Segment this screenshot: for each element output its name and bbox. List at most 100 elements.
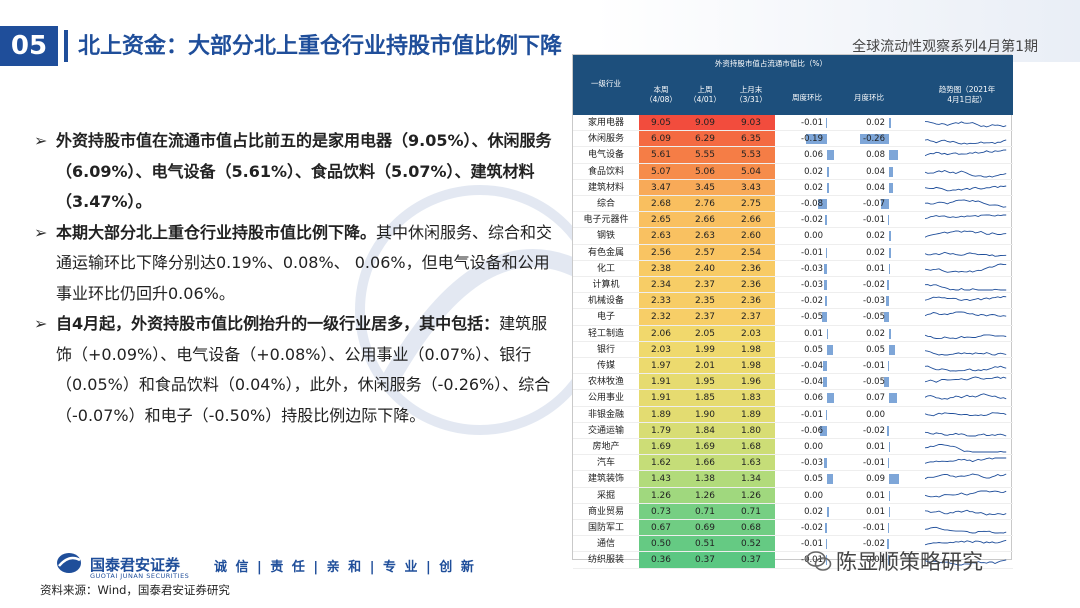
industry-name: 有色金属 xyxy=(587,247,624,258)
mom-value: 0.09 xyxy=(866,474,885,485)
mom-bar xyxy=(889,247,892,258)
mom-bar xyxy=(887,215,889,226)
mom-bar xyxy=(883,377,889,388)
this-week-value: 2.63 xyxy=(639,228,683,244)
table-row: 计算机 2.34 2.37 2.36 -0.03 -0.02 xyxy=(573,277,1013,294)
this-week-value: 1.26 xyxy=(639,487,683,503)
table-row: 国防军工 0.67 0.69 0.68 -0.02 -0.01 xyxy=(573,520,1013,537)
trend-sparkline xyxy=(925,139,1007,145)
industry-name: 公用事业 xyxy=(587,393,624,404)
mom-bar xyxy=(889,150,898,161)
bullet-2: ➢ 本期大部分北上重仓行业持股市值比例下降。其中休闲服务、综合和交通运输环比下降… xyxy=(34,218,554,310)
bullet-2-text: 其中休闲服务、综合和交通运输环比下降分别达0.19%、0.08%、 0.06%，… xyxy=(56,222,553,303)
wow-bar xyxy=(827,150,834,161)
table-row: 休闲服务 6.09 6.29 6.35 -0.19 -0.26 xyxy=(573,131,1013,148)
wow-bar xyxy=(827,344,833,355)
col-wow: 周度环比 xyxy=(792,93,822,102)
last-month-value: 2.60 xyxy=(727,228,775,244)
holdings-table: 外资持股市值占流通市值比（%） 一级行业 本周 （4/08） 上周 （4/01）… xyxy=(572,54,1013,569)
mom-bar xyxy=(887,555,889,566)
mom-value: 0.00 xyxy=(866,409,885,420)
table-row: 综合 2.68 2.76 2.75 -0.08 -0.07 xyxy=(573,196,1013,213)
arrow-icon: ➢ xyxy=(34,314,48,333)
trend-sparkline xyxy=(925,559,1007,566)
wow-value: 0.00 xyxy=(804,490,823,501)
wow-bar xyxy=(822,377,827,388)
trend-sparkline xyxy=(925,311,1007,318)
mom-value: -0.01 xyxy=(863,458,885,469)
industry-name: 休闲服务 xyxy=(587,134,624,145)
mom-bar xyxy=(883,312,889,323)
table-row: 传媒 1.97 2.01 1.98 -0.04 -0.01 xyxy=(573,358,1013,375)
last-month-value: 2.54 xyxy=(727,244,775,260)
last-week-value: 0.71 xyxy=(683,503,727,519)
trend-sparkline xyxy=(925,473,1007,480)
this-week-value: 1.97 xyxy=(639,358,683,374)
trend-sparkline xyxy=(925,230,1007,238)
table-row: 银行 2.03 1.99 1.98 0.05 0.05 xyxy=(573,341,1013,358)
industry-name: 建筑装饰 xyxy=(587,474,624,485)
last-week-value: 5.06 xyxy=(683,163,727,179)
this-week-value: 1.69 xyxy=(639,439,683,455)
col-mom: 月度环比 xyxy=(854,93,884,102)
table-header: 外资持股市值占流通市值比（%） 一级行业 本周 （4/08） 上周 （4/01）… xyxy=(573,55,1013,115)
mom-value: 0.02 xyxy=(866,328,885,339)
this-week-value: 9.05 xyxy=(639,115,683,131)
last-week-value: 2.76 xyxy=(683,196,727,212)
mom-value: -0.02 xyxy=(863,539,885,550)
wow-value: 0.02 xyxy=(804,166,823,177)
wow-value: 0.02 xyxy=(804,182,823,193)
wow-bar xyxy=(824,523,827,533)
this-week-value: 5.07 xyxy=(639,163,683,179)
mom-bar xyxy=(887,361,889,371)
mom-value: 0.02 xyxy=(866,231,885,242)
table-row: 食品饮料 5.07 5.06 5.04 0.02 0.04 xyxy=(573,163,1013,180)
mom-value: 0.02 xyxy=(866,247,885,258)
company-name-en: GUOTAI JUNAN SECURITIES xyxy=(90,572,190,580)
wow-bar xyxy=(806,134,827,145)
trend-sparkline xyxy=(925,431,1007,437)
wow-bar xyxy=(827,182,830,193)
mom-value: 0.01 xyxy=(866,442,885,452)
mom-bar xyxy=(889,490,891,501)
wow-bar xyxy=(825,247,827,258)
this-week-value: 0.36 xyxy=(639,552,683,568)
mom-bar xyxy=(889,263,891,274)
table-row: 电气设备 5.61 5.55 5.53 0.06 0.08 xyxy=(573,147,1013,164)
wow-bar xyxy=(827,474,833,485)
mom-value: -0.03 xyxy=(863,296,885,307)
wow-bar xyxy=(827,506,830,517)
this-week-value: 1.43 xyxy=(639,471,683,487)
wow-value: -0.03 xyxy=(801,280,823,290)
last-month-value: 2.03 xyxy=(727,325,775,341)
mom-bar xyxy=(886,425,889,436)
last-month-value: 0.71 xyxy=(727,503,775,519)
mom-value: -0.02 xyxy=(863,425,885,436)
last-week-value: 2.57 xyxy=(683,244,727,260)
col-trend: 趋势图（2021年 4月1日起） xyxy=(938,85,996,104)
wow-value: 0.05 xyxy=(804,344,823,355)
header-band xyxy=(0,0,1080,62)
bullet-1: ➢ 外资持股市值在流通市值占比前五的是家用电器（9.05%）、休闲服务（6.09… xyxy=(34,126,554,218)
industry-name: 采掘 xyxy=(596,490,615,501)
this-week-value: 0.50 xyxy=(639,536,683,552)
mom-value: -0.01 xyxy=(863,555,885,566)
table-row: 建筑材料 3.47 3.45 3.43 0.02 0.04 xyxy=(573,179,1013,196)
this-week-value: 2.32 xyxy=(639,309,683,325)
mom-bar xyxy=(885,296,889,307)
last-week-value: 5.55 xyxy=(683,147,727,163)
col-last-month: 上月末 （3/31） xyxy=(735,85,767,104)
mom-bar xyxy=(860,134,889,145)
wow-bar xyxy=(818,199,827,209)
trend-sparkline xyxy=(925,251,1007,257)
wow-bar xyxy=(823,458,827,469)
last-month-value: 6.35 xyxy=(727,131,775,147)
industry-name: 交通运输 xyxy=(587,425,624,436)
last-week-value: 0.69 xyxy=(683,520,727,536)
table-row: 采掘 1.26 1.26 1.26 0.00 0.01 xyxy=(573,487,1013,504)
wow-bar xyxy=(827,328,829,339)
trend-sparkline xyxy=(925,334,1007,339)
this-week-value: 2.38 xyxy=(639,260,683,276)
last-week-value: 2.05 xyxy=(683,325,727,341)
table-row: 电子元器件 2.65 2.66 2.66 -0.02 -0.01 xyxy=(573,212,1013,229)
